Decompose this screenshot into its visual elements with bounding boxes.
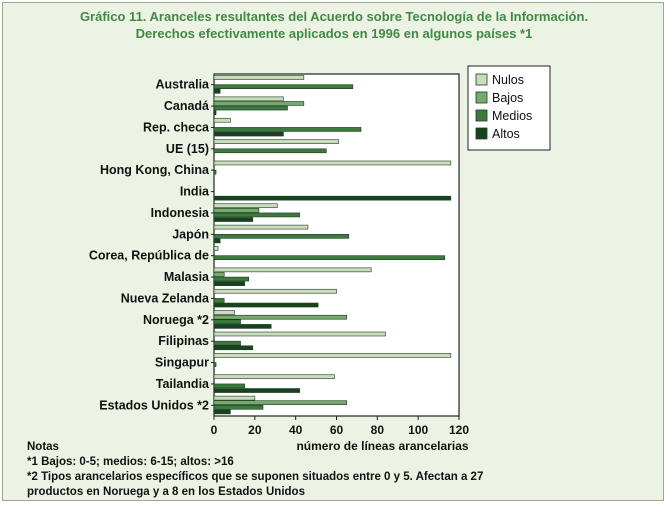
- plot-background: [213, 73, 460, 417]
- bar-altos: [213, 217, 254, 222]
- bar-altos: [213, 131, 284, 137]
- bar-altos: [213, 345, 254, 351]
- category-label: UE (15): [166, 142, 209, 156]
- note-1: *1 Bajos: 0-5; medios: 6-15; altos: >16: [27, 456, 234, 468]
- category-label: India: [180, 185, 210, 199]
- bar-medios: [213, 169, 217, 175]
- bar-chart: Australia Canadá Rep. checa UE (15) Hong Kon…: [89, 65, 551, 453]
- category-label: Canadá: [164, 99, 209, 113]
- plot-area: Australia Canadá Rep. checa UE (15) Hong Kon…: [89, 73, 469, 453]
- bar-medios: [213, 105, 288, 111]
- legend-swatch-altos: [475, 127, 488, 140]
- legend-label-altos: Altos: [492, 127, 520, 141]
- bar-medios: [213, 127, 362, 132]
- bar-nulos: [213, 395, 256, 401]
- bar-medios: [213, 362, 217, 367]
- bar-nulos: [213, 310, 235, 315]
- category-label: Nueva Zelanda: [121, 291, 210, 305]
- bar-altos: [213, 88, 221, 94]
- bar-nulos: [213, 96, 284, 102]
- bar-bajos: [213, 314, 348, 320]
- category-label: Japón: [172, 227, 209, 241]
- bar-nulos: [213, 288, 337, 294]
- bar-medios: [213, 405, 264, 410]
- x-tick-label: 40: [289, 423, 303, 437]
- bar-medios: [213, 383, 245, 389]
- legend-label-bajos: Bajos: [492, 91, 523, 105]
- bar-altos: [213, 238, 221, 244]
- legend-label-nulos: Nulos: [492, 73, 524, 87]
- bar-medios: [213, 148, 327, 154]
- bar-bajos: [213, 272, 225, 277]
- bar-nulos: [213, 374, 335, 380]
- chart-title-line-1: Gráfico 11. Aranceles resultantes del Ac…: [79, 9, 589, 24]
- bar-nulos: [213, 139, 339, 144]
- bar-altos: [213, 281, 245, 286]
- legend-label-medios: Medios: [492, 109, 532, 123]
- bar-medios: [213, 255, 446, 260]
- notes: Notas *1 Bajos: 0-5; medios: 6-15; altos…: [27, 440, 647, 500]
- x-axis-label: número de líneas arancelarias: [296, 439, 468, 453]
- bar-medios: [213, 276, 250, 282]
- note-2-line-2: productos en Noruega y a 8 en los Estado…: [27, 486, 305, 498]
- legend-swatch-medios: [475, 109, 488, 122]
- note-2-line-1: *2 Tipos arancelarios específicos que se…: [27, 471, 484, 483]
- bar-nulos: [213, 203, 278, 209]
- bar-medios: [213, 298, 225, 303]
- category-label: Noruega *2: [143, 313, 209, 327]
- chart-frame: Gráfico 11. Aranceles resultantes del Ac…: [2, 2, 664, 501]
- x-tick-label: 120: [449, 423, 469, 437]
- legend: Nulos Bajos Medios Altos: [467, 65, 551, 151]
- bar-nulos: [213, 353, 452, 358]
- category-label: Tailandia: [156, 377, 210, 391]
- category-label: Filipinas: [158, 334, 209, 348]
- bar-medios: [213, 84, 354, 89]
- category-label: Australia: [156, 78, 211, 92]
- x-tick-label: 60: [330, 423, 344, 437]
- category-label: Rep. checa: [143, 120, 210, 134]
- bar-medios: [213, 234, 350, 239]
- notes-heading: Notas: [27, 441, 59, 453]
- x-tick-label: 80: [371, 423, 385, 437]
- category-label: Malasia: [164, 270, 210, 284]
- x-tick-label: 100: [408, 423, 428, 437]
- bar-nulos: [213, 331, 386, 337]
- bar-medios: [213, 340, 241, 346]
- bar-nulos: [213, 246, 219, 251]
- bar-nulos: [213, 224, 309, 230]
- legend-swatch-nulos: [475, 73, 488, 86]
- category-label: Corea, República de: [89, 249, 209, 263]
- bar-altos: [213, 110, 217, 115]
- bar-altos: [213, 302, 319, 308]
- bar-medios: [213, 212, 301, 218]
- bar-altos: [213, 388, 301, 393]
- bar-nulos: [213, 117, 231, 123]
- bar-bajos: [213, 400, 348, 406]
- chart-title-line-2: Derechos efectivamente aplicados en 1996…: [135, 26, 533, 41]
- category-label: Estados Unidos *2: [99, 398, 209, 412]
- category-label: Hong Kong, China: [100, 163, 210, 177]
- bar-medios: [213, 319, 241, 325]
- bar-nulos: [213, 267, 372, 273]
- bar-altos: [213, 409, 231, 415]
- bar-altos: [213, 324, 272, 329]
- x-tick-label: 0: [211, 423, 218, 437]
- bar-nulos: [213, 75, 305, 80]
- bar-altos: [213, 195, 452, 201]
- category-label: Singapur: [155, 356, 209, 370]
- bar-bajos: [213, 101, 305, 106]
- category-label: Indonesia: [151, 206, 210, 220]
- x-tick-label: 20: [248, 423, 262, 437]
- bar-nulos: [213, 160, 452, 166]
- bar-bajos: [213, 208, 260, 213]
- legend-swatch-bajos: [475, 91, 488, 104]
